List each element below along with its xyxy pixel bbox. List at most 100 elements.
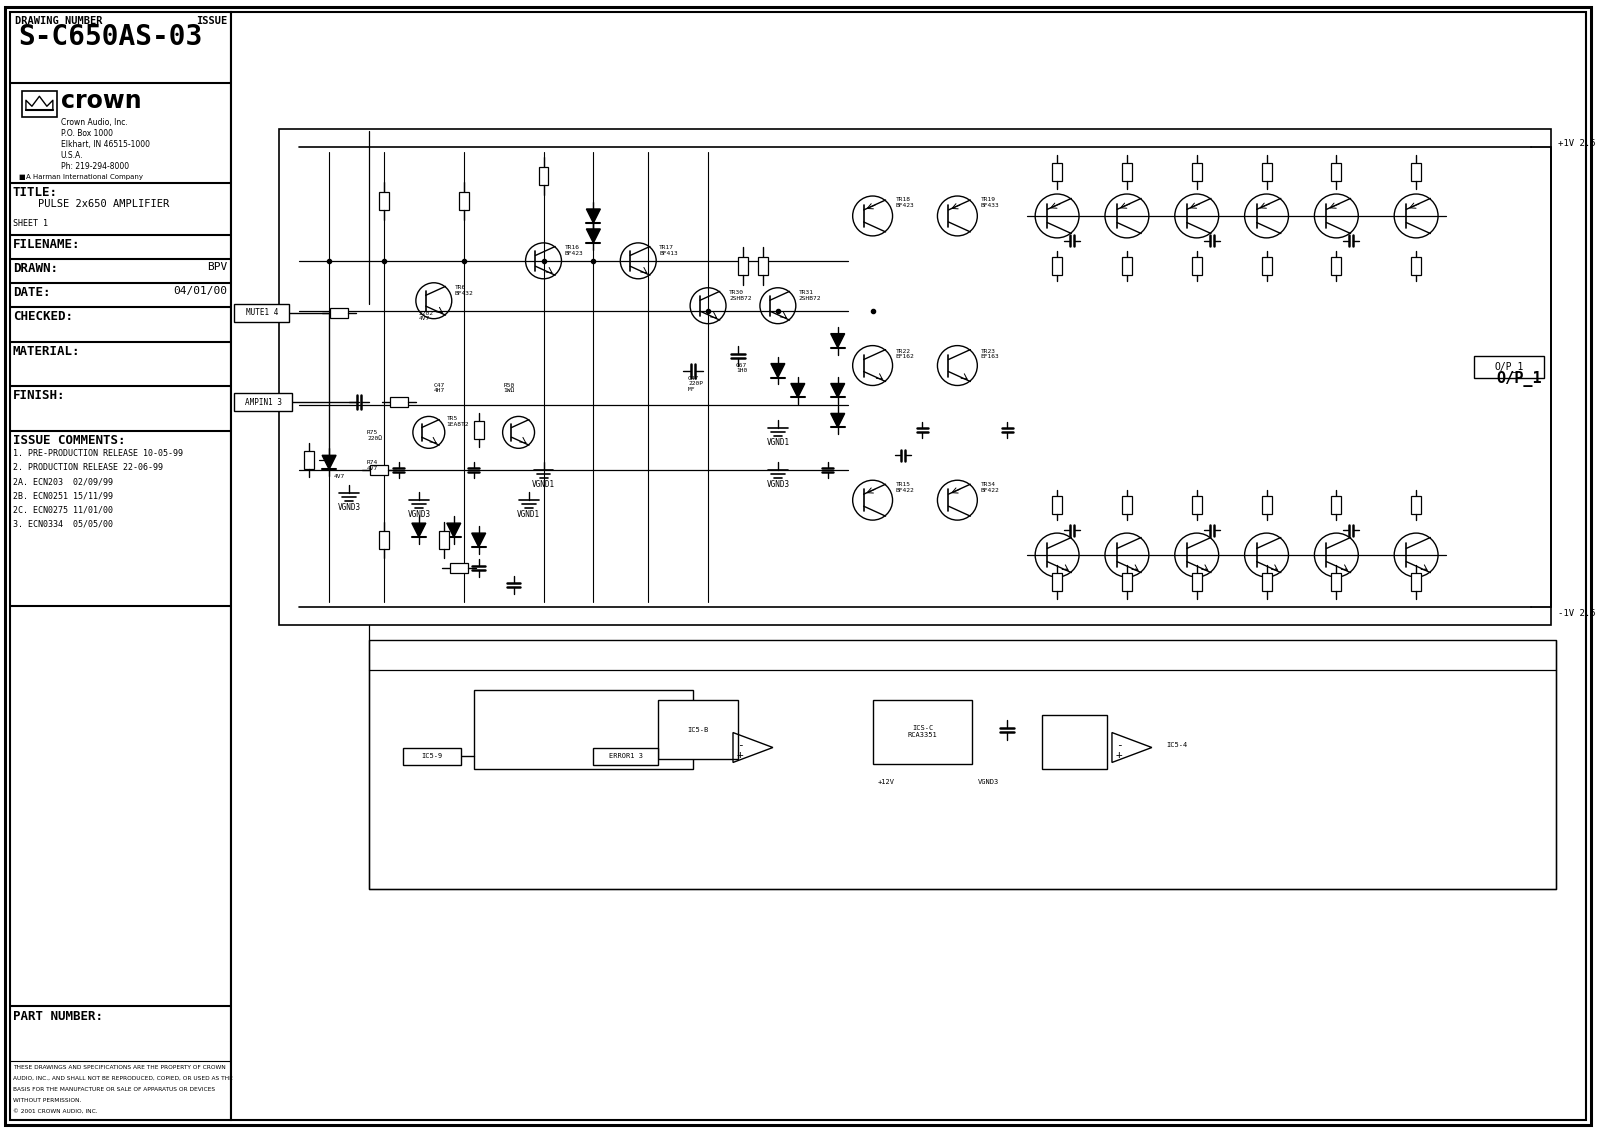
- Text: TR15
BF422: TR15 BF422: [896, 482, 914, 494]
- Polygon shape: [411, 523, 426, 537]
- Text: -1V 2.5: -1V 2.5: [1558, 609, 1595, 618]
- Bar: [1331, 496, 1341, 514]
- Bar: [1122, 496, 1131, 514]
- Bar: [280, 129, 1550, 625]
- Bar: [1122, 257, 1131, 275]
- Bar: [539, 168, 549, 185]
- Text: TITLE:: TITLE:: [13, 186, 58, 199]
- Text: C47
4H7: C47 4H7: [434, 383, 445, 393]
- Text: VGND1: VGND1: [531, 480, 555, 489]
- Polygon shape: [586, 209, 600, 223]
- Text: R75
220Ω: R75 220Ω: [366, 430, 382, 441]
- Bar: [1053, 163, 1062, 181]
- Polygon shape: [830, 384, 845, 397]
- Text: VGND3: VGND3: [766, 480, 789, 489]
- Text: 4V7: 4V7: [334, 474, 346, 479]
- Text: ISSUE COMMENTS:: ISSUE COMMENTS:: [13, 435, 125, 447]
- Text: IC5-9: IC5-9: [421, 754, 443, 760]
- Text: -: -: [1115, 740, 1123, 751]
- Text: O/P_1: O/P_1: [1494, 361, 1523, 372]
- Text: ISSUE: ISSUE: [197, 16, 227, 26]
- Text: +: +: [738, 751, 744, 761]
- Bar: [1411, 573, 1421, 591]
- Text: CHECKED:: CHECKED:: [13, 310, 74, 323]
- Text: DRAWING NUMBER: DRAWING NUMBER: [14, 16, 102, 26]
- Bar: [234, 394, 293, 411]
- Bar: [1474, 355, 1544, 377]
- Text: TR19
BF433: TR19 BF433: [981, 197, 998, 208]
- Bar: [10, 11, 232, 1121]
- Text: 04/01/00: 04/01/00: [173, 285, 227, 295]
- Text: Crown Audio, Inc.: Crown Audio, Inc.: [61, 118, 128, 127]
- Bar: [22, 92, 58, 118]
- Text: 2202
4V7: 2202 4V7: [419, 310, 434, 321]
- Text: SHEET 1: SHEET 1: [13, 218, 48, 228]
- Text: Elkhart, IN 46515-1000: Elkhart, IN 46515-1000: [61, 140, 150, 149]
- Bar: [1411, 496, 1421, 514]
- Bar: [758, 257, 768, 275]
- Text: ERROR1 3: ERROR1 3: [608, 754, 643, 760]
- Bar: [390, 397, 408, 408]
- Text: 2A. ECN203  02/09/99: 2A. ECN203 02/09/99: [13, 478, 114, 487]
- Text: S-C650AS-03: S-C650AS-03: [18, 24, 202, 51]
- Text: MUTE1 4: MUTE1 4: [245, 308, 278, 317]
- Bar: [1192, 257, 1202, 275]
- Bar: [594, 747, 658, 765]
- Text: TR5
1EA8T2: TR5 1EA8T2: [446, 417, 469, 427]
- Bar: [1261, 573, 1272, 591]
- Polygon shape: [322, 455, 336, 470]
- Bar: [459, 192, 469, 209]
- Text: WITHOUT PERMISSION.: WITHOUT PERMISSION.: [13, 1098, 82, 1103]
- Bar: [474, 421, 483, 439]
- Text: IC5-4: IC5-4: [1166, 741, 1189, 747]
- Bar: [379, 531, 389, 549]
- Text: TR31
2SHB72: TR31 2SHB72: [798, 290, 821, 301]
- Text: crown: crown: [61, 89, 141, 113]
- Text: C47
220P
MF: C47 220P MF: [688, 376, 702, 392]
- Text: C67
1H0: C67 1H0: [736, 362, 747, 374]
- Text: © 2001 CROWN AUDIO, INC.: © 2001 CROWN AUDIO, INC.: [13, 1108, 98, 1114]
- Bar: [1122, 163, 1131, 181]
- Text: 2. PRODUCTION RELEASE 22-06-99: 2. PRODUCTION RELEASE 22-06-99: [13, 463, 163, 472]
- Polygon shape: [446, 523, 461, 537]
- Text: VGND3: VGND3: [408, 511, 430, 520]
- Text: R74
4V7: R74 4V7: [366, 461, 378, 471]
- Text: ICS-C
RCA3351: ICS-C RCA3351: [907, 726, 938, 738]
- Bar: [1192, 163, 1202, 181]
- Bar: [304, 452, 314, 470]
- Bar: [370, 640, 1555, 889]
- Bar: [1331, 163, 1341, 181]
- Text: ■: ■: [18, 174, 24, 180]
- Text: A Harman International Company: A Harman International Company: [26, 174, 142, 180]
- Text: FINISH:: FINISH:: [13, 389, 66, 403]
- Bar: [1042, 714, 1107, 770]
- Bar: [1122, 573, 1131, 591]
- Bar: [1053, 573, 1062, 591]
- Text: TR6
BF432: TR6 BF432: [454, 285, 474, 295]
- Bar: [474, 689, 693, 770]
- Text: 2B. ECN0251 15/11/99: 2B. ECN0251 15/11/99: [13, 491, 114, 500]
- Bar: [658, 700, 738, 760]
- Polygon shape: [771, 363, 786, 377]
- Polygon shape: [472, 533, 486, 547]
- Text: PULSE 2x650 AMPLIFIER: PULSE 2x650 AMPLIFIER: [38, 199, 170, 209]
- Bar: [1261, 163, 1272, 181]
- Text: DRAWN:: DRAWN:: [13, 261, 58, 275]
- Text: VGND3: VGND3: [338, 503, 360, 512]
- Polygon shape: [790, 384, 805, 397]
- Text: BASIS FOR THE MANUFACTURE OR SALE OF APPARATUS OR DEVICES: BASIS FOR THE MANUFACTURE OR SALE OF APP…: [13, 1087, 214, 1091]
- Bar: [1192, 573, 1202, 591]
- Text: MATERIAL:: MATERIAL:: [13, 344, 80, 358]
- Bar: [1331, 257, 1341, 275]
- Text: VGND1: VGND1: [517, 511, 541, 520]
- Text: TR18
BF423: TR18 BF423: [896, 197, 914, 208]
- Text: FILENAME:: FILENAME:: [13, 238, 80, 251]
- Polygon shape: [586, 229, 600, 243]
- Bar: [1331, 573, 1341, 591]
- Text: -: -: [738, 740, 744, 751]
- Bar: [370, 465, 387, 475]
- Text: +1V 2.5: +1V 2.5: [1558, 139, 1595, 148]
- Text: 3. ECN0334  05/05/00: 3. ECN0334 05/05/00: [13, 520, 114, 529]
- Bar: [232, 11, 1586, 1121]
- Text: AUDIO, INC., AND SHALL NOT BE REPRODUCED, COPIED, OR USED AS THE: AUDIO, INC., AND SHALL NOT BE REPRODUCED…: [13, 1075, 234, 1081]
